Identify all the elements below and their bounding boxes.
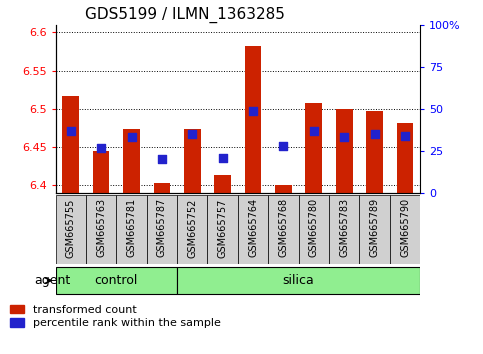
Text: GSM665757: GSM665757 <box>218 198 227 257</box>
Bar <box>305 103 322 193</box>
FancyBboxPatch shape <box>359 195 390 264</box>
FancyBboxPatch shape <box>238 195 268 264</box>
Bar <box>184 130 200 193</box>
Point <box>128 135 135 140</box>
Text: GSM665764: GSM665764 <box>248 198 258 257</box>
Point <box>341 135 348 140</box>
Bar <box>93 151 110 193</box>
Text: GSM665768: GSM665768 <box>279 198 288 257</box>
FancyBboxPatch shape <box>298 195 329 264</box>
Legend: transformed count, percentile rank within the sample: transformed count, percentile rank withi… <box>11 305 220 328</box>
Text: GSM665787: GSM665787 <box>157 198 167 257</box>
Bar <box>397 122 413 193</box>
Bar <box>62 96 79 193</box>
Point <box>188 131 196 137</box>
FancyBboxPatch shape <box>147 195 177 264</box>
FancyBboxPatch shape <box>177 267 420 294</box>
FancyBboxPatch shape <box>329 195 359 264</box>
FancyBboxPatch shape <box>208 195 238 264</box>
Point <box>280 143 287 149</box>
Bar <box>366 111 383 193</box>
Point <box>371 131 379 137</box>
Point <box>97 145 105 150</box>
Point <box>401 133 409 138</box>
Text: GSM665755: GSM665755 <box>66 198 76 257</box>
Point <box>249 108 257 113</box>
Bar <box>123 130 140 193</box>
FancyBboxPatch shape <box>116 195 147 264</box>
Text: GSM665763: GSM665763 <box>96 198 106 257</box>
Text: GSM665790: GSM665790 <box>400 198 410 257</box>
FancyBboxPatch shape <box>268 195 298 264</box>
FancyBboxPatch shape <box>86 195 116 264</box>
Point <box>158 156 166 162</box>
FancyBboxPatch shape <box>56 195 86 264</box>
Text: GDS5199 / ILMN_1363285: GDS5199 / ILMN_1363285 <box>85 7 284 23</box>
Text: silica: silica <box>283 274 314 287</box>
Bar <box>275 184 292 193</box>
Point <box>219 155 227 160</box>
Point <box>67 128 74 133</box>
Point <box>310 128 318 133</box>
Bar <box>154 183 170 193</box>
FancyBboxPatch shape <box>177 195 208 264</box>
Text: agent: agent <box>34 274 71 287</box>
Text: GSM665781: GSM665781 <box>127 198 137 257</box>
FancyBboxPatch shape <box>390 195 420 264</box>
Text: GSM665783: GSM665783 <box>339 198 349 257</box>
Text: control: control <box>95 274 138 287</box>
Bar <box>336 109 353 193</box>
Text: GSM665780: GSM665780 <box>309 198 319 257</box>
Bar <box>214 175 231 193</box>
Text: GSM665752: GSM665752 <box>187 198 197 257</box>
FancyBboxPatch shape <box>56 267 177 294</box>
Text: GSM665789: GSM665789 <box>369 198 380 257</box>
Bar <box>245 46 261 193</box>
